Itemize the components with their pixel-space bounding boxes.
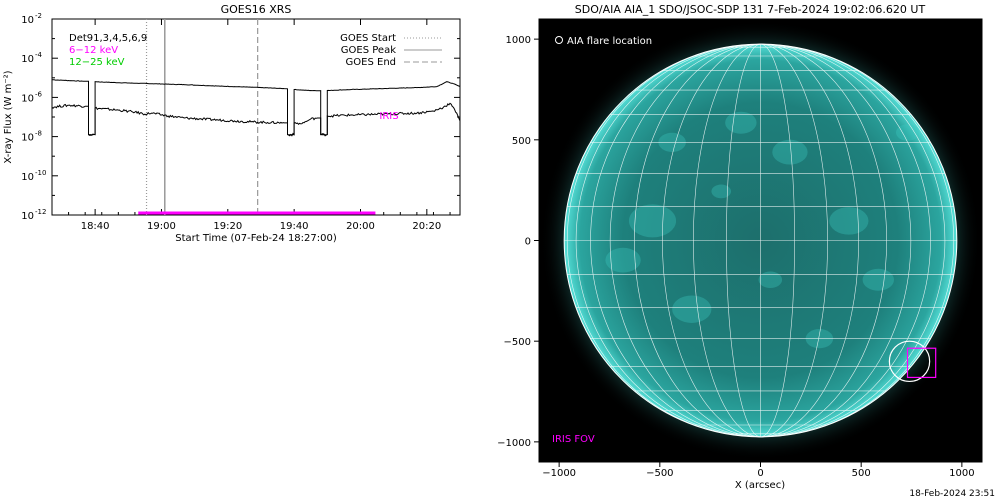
aia-y-tick-label: 0 xyxy=(525,237,531,248)
x-tick-label: 19:20 xyxy=(213,221,242,232)
heliographic-grid xyxy=(564,43,957,438)
aia-title: SDO/AIA AIA_1 SDO/JSOC-SDP 131 7-Feb-202… xyxy=(575,3,926,16)
y-tick-label: 10 xyxy=(21,133,34,144)
y-tick-exponent: -10 xyxy=(35,169,46,177)
y-tick-label: 10 xyxy=(21,93,34,104)
longitude-line xyxy=(693,43,761,438)
legend-low-energy: 6−12 keV xyxy=(69,45,118,56)
iris-fov-label: IRIS FOV xyxy=(552,434,595,445)
y-tick-exponent: -12 xyxy=(35,208,46,216)
active-region-glow xyxy=(772,139,808,165)
active-region-glow xyxy=(895,124,920,141)
aia-y-tick-label: −1000 xyxy=(497,438,531,449)
goes-chart-title: GOES16 XRS xyxy=(221,3,292,16)
aia-y-axis: −1000 −500 0 500 1000 xyxy=(497,35,539,449)
x-tick-label: 20:20 xyxy=(412,221,441,232)
y-tick-label: 10 xyxy=(21,172,34,183)
iris-label: IRIS xyxy=(379,111,398,122)
active-region-glow xyxy=(829,207,869,235)
longitude-line xyxy=(760,43,887,438)
sun-limb xyxy=(563,43,958,438)
y-tick-exponent: -6 xyxy=(35,90,43,98)
y-tick-exponent: -8 xyxy=(35,130,42,138)
goes-series-group xyxy=(52,79,460,137)
goes-y-label: X-ray Flux (W m⁻²) xyxy=(3,70,14,163)
aia-y-tick-label: 1000 xyxy=(506,35,531,46)
longitude-line xyxy=(590,43,761,438)
active-region-glow xyxy=(711,184,732,199)
y-tick-exponent: -2 xyxy=(35,12,42,20)
goes-flux-series-2 xyxy=(52,102,460,137)
longitude-line xyxy=(760,43,828,438)
goes-legend-right: GOES Start GOES Peak GOES End xyxy=(340,33,442,68)
aia-x-label: X (arcsec) xyxy=(735,480,785,491)
x-tick-label: 20:00 xyxy=(346,221,375,232)
aia-x-tick-label: −1000 xyxy=(542,468,576,479)
active-region-glow xyxy=(628,204,677,238)
y-tick-label: 10 xyxy=(21,211,34,222)
goes-x-label: Start Time (07-Feb-24 18:27:00) xyxy=(175,233,337,244)
aia-x-tick-label: 0 xyxy=(757,468,763,479)
aia-x-tick-label: 1000 xyxy=(949,468,974,479)
y-tick-label: 10 xyxy=(21,54,34,65)
flare-legend-text: AIA flare location xyxy=(567,36,652,47)
legend-goes-end: GOES End xyxy=(346,57,396,68)
longitude-line xyxy=(610,43,761,438)
active-region-glow xyxy=(605,247,641,273)
flare-location-marker xyxy=(888,340,931,383)
aia-x-tick-label: 500 xyxy=(852,468,871,479)
goes-legend-left: Det91,3,4,5,6,9 6−12 keV 12−25 keV xyxy=(69,33,147,68)
active-region-glow xyxy=(862,268,895,291)
x-tick-label: 19:40 xyxy=(280,221,309,232)
flare-legend-icon xyxy=(555,36,563,44)
active-region-glow xyxy=(725,111,757,134)
longitude-line xyxy=(760,43,911,438)
y-tick-label: 10 xyxy=(21,15,34,26)
aia-x-axis: −1000 −500 0 500 1000 xyxy=(542,462,975,479)
aia-image-panel: SDO/AIA AIA_1 SDO/JSOC-SDP 131 7-Feb-202… xyxy=(497,3,983,491)
active-region-glow xyxy=(672,295,712,323)
goes-event-markers xyxy=(145,19,259,215)
iris-fov-box xyxy=(906,347,937,379)
aia-y-tick-label: −500 xyxy=(504,337,531,348)
generation-timestamp: 18-Feb-2024 23:51 xyxy=(909,489,995,499)
legend-detectors: Det91,3,4,5,6,9 xyxy=(69,33,147,44)
active-region-glow xyxy=(758,271,783,289)
legend-high-energy: 12−25 keV xyxy=(69,57,125,68)
longitude-line xyxy=(760,43,795,438)
legend-goes-peak: GOES Peak xyxy=(341,45,396,56)
y-tick-exponent: -4 xyxy=(35,51,43,59)
aia-frame xyxy=(538,18,983,463)
goes-flux-series-1 xyxy=(52,79,460,136)
longitude-line xyxy=(634,43,761,438)
x-tick-label: 18:40 xyxy=(81,221,110,232)
legend-goes-start: GOES Start xyxy=(340,33,396,44)
longitude-line xyxy=(662,43,761,438)
aia-y-tick-label: 500 xyxy=(512,136,531,147)
longitude-line xyxy=(726,43,761,438)
x-tick-label: 19:00 xyxy=(147,221,176,232)
longitude-line xyxy=(760,43,859,438)
aia-x-tick-label: −500 xyxy=(646,468,673,479)
longitude-line xyxy=(760,43,931,438)
